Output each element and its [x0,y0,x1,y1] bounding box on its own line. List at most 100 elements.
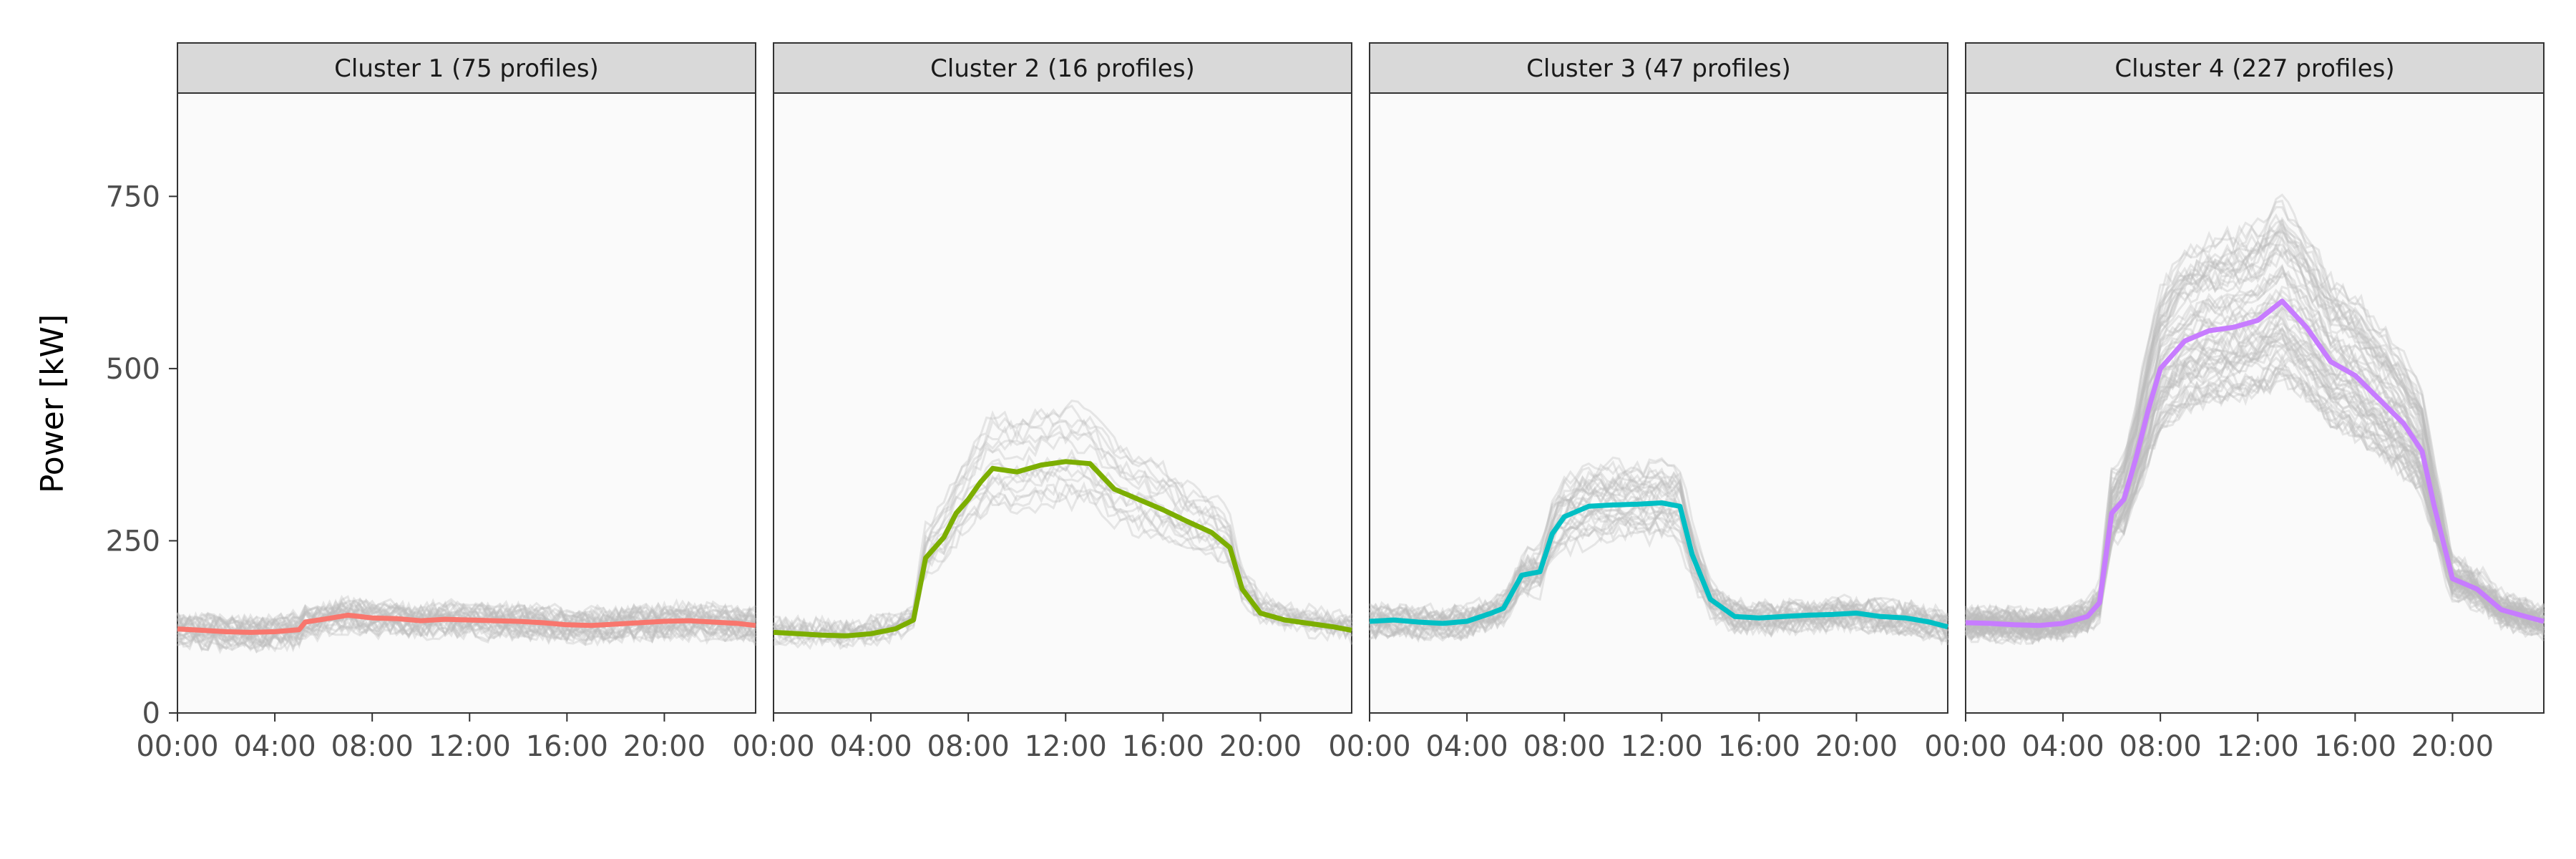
profile-line [1964,217,2545,645]
x-tick-label: 20:00 [623,730,706,763]
profile-line [772,475,1352,637]
profile-line [1964,229,2545,642]
panels: Cluster 1 (75 profiles) 00:00 04:00 08:00 12… [106,42,2545,763]
profile-line [1369,473,1948,630]
x-tick-label: 20:00 [1219,730,1302,763]
profile-line [1369,501,1948,628]
profile-line [1369,466,1948,635]
facet-strip [1369,42,1948,94]
x-tick-label: 08:00 [331,730,414,763]
profile-line [1368,518,1948,641]
profile-line [773,399,1352,639]
profile-line [177,616,756,651]
x-tick-label: 08:00 [927,730,1010,763]
x-tick-label: 16:00 [1718,730,1800,763]
profile-line [1965,343,2545,643]
x-tick-label: 04:00 [1425,730,1508,763]
profile-line [773,471,1353,651]
profile-line [1964,213,2545,636]
profile-line [1964,243,2545,628]
profile-line [1964,246,2545,623]
profile-line [1369,507,1949,642]
profile-line [1965,366,2545,627]
cluster-mean-line [1369,500,1948,630]
x-tick-label: 16:00 [1122,730,1204,763]
profile-line [773,412,1353,649]
profile-line [772,418,1353,648]
cluster-mean-line [1965,299,2545,629]
cluster-mean-line [177,612,756,635]
profile-line [1964,227,2545,628]
x-tick-label: 00:00 [136,730,218,763]
x-tick-label: 12:00 [1621,730,1703,763]
profile-line [1368,499,1949,646]
plot-area [1965,92,2545,714]
profile-line [1368,514,1949,641]
profile-line [1964,364,2545,646]
plot-area [1369,92,1948,714]
profile-line [177,619,757,653]
profile-line [1369,507,1948,639]
profile-line [1965,359,2545,638]
y-tick-label: 0 [142,697,160,730]
profile-line [772,460,1353,639]
profile-line [177,598,756,631]
y-tick-label: 750 [106,180,160,213]
profile-line [1369,470,1949,641]
y-axis-title: Power [kW] [34,314,71,493]
profile-line [177,598,757,636]
profile-line [176,609,757,645]
facet-title: Cluster 4 (227 profiles) [2114,54,2394,83]
profile-line [176,601,757,639]
profile-line [1368,470,1949,626]
facet-strip [177,42,756,94]
profile-line [177,609,757,643]
x-tick-label: 16:00 [526,730,608,763]
profile-line [773,490,1352,642]
profile-line [176,600,757,636]
profile-line [773,424,1353,645]
profile-line [1369,497,1948,626]
panel-3: Cluster 3 (47 profiles) 00:00 04:00 08:00 12… [1328,42,1949,763]
facet-title: Cluster 2 (16 profiles) [930,54,1195,83]
x-tick-label: 04:00 [2021,730,2104,763]
y-tick-label: 500 [106,353,160,386]
profile-line [1368,494,1949,623]
profile-line [1964,339,2545,639]
x-tick-label: 04:00 [829,730,912,763]
x-tick-label: 12:00 [2217,730,2299,763]
x-tick-label: 00:00 [732,730,814,763]
panel-2: Cluster 2 (16 profiles) 00:00 04:00 08:00 12… [732,42,1353,763]
plot-area [177,92,756,714]
facet-title: Cluster 1 (75 profiles) [334,54,599,83]
profile-line [177,613,757,655]
profile-line [1368,479,1948,628]
x-tick-label: 12:00 [429,730,511,763]
x-tick-label: 00:00 [1924,730,2006,763]
profile-line [1965,205,2545,627]
x-tick-label: 08:00 [2119,730,2202,763]
profile-line [177,611,757,649]
panel-1: Cluster 1 (75 profiles) 00:00 04:00 08:00 12… [106,42,757,763]
profile-line [176,598,757,634]
x-tick-label: 20:00 [2411,730,2494,763]
profile-line [773,436,1353,638]
x-tick-label: 04:00 [233,730,316,763]
profile-line [176,596,756,637]
facet-strip [773,42,1352,94]
profile-line [1368,515,1948,627]
profile-line [176,599,757,642]
x-tick-label: 20:00 [1815,730,1898,763]
profile-line [1965,345,2545,642]
x-tick-label: 12:00 [1025,730,1107,763]
profile-line [1965,199,2545,631]
profile-line [176,618,757,650]
profile-line [773,428,1353,636]
cluster-mean-line [773,459,1352,639]
profile-line [1368,518,1949,631]
profile-line [177,595,757,631]
facet-title: Cluster 3 (47 profiles) [1526,54,1791,83]
facet-strip [1965,42,2545,94]
x-tick-label: 08:00 [1523,730,1606,763]
